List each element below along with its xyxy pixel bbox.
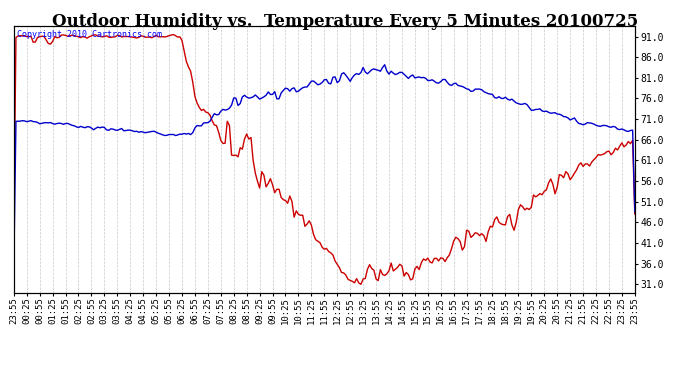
Text: Copyright 2010 Cartronics.com: Copyright 2010 Cartronics.com: [17, 30, 162, 39]
Text: Outdoor Humidity vs.  Temperature Every 5 Minutes 20100725: Outdoor Humidity vs. Temperature Every 5…: [52, 13, 638, 30]
